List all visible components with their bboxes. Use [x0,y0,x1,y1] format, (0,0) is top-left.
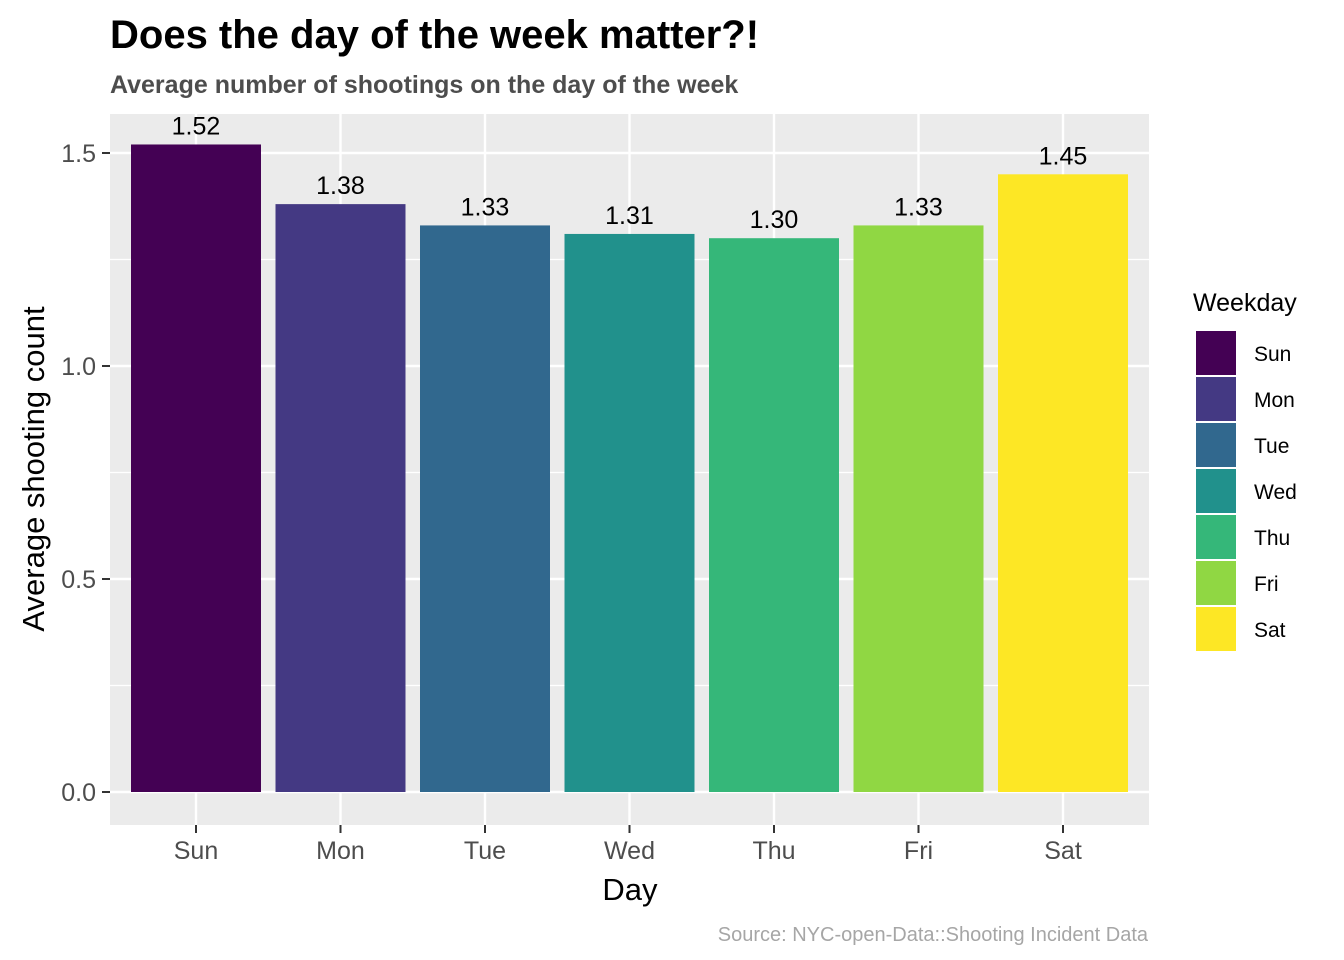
bar-value-label: 1.30 [750,206,799,234]
y-tick-label: 0.5 [61,566,96,594]
bar-value-labels: 1.52 1.38 1.33 1.31 1.30 1.33 1.45 [172,112,1088,234]
x-tick-label: Wed [604,837,655,865]
legend-label: Tue [1254,435,1289,458]
x-tick-label: Tue [464,837,506,865]
chart-title: Does the day of the week matter?! [110,13,759,57]
legend-key-fri [1194,559,1238,607]
x-tick-label: Mon [316,837,365,865]
x-tick-label: Sun [174,837,218,865]
legend-title: Weekday [1193,289,1297,317]
x-axis: Sun Mon Tue Wed Thu Fri Sat [174,825,1082,865]
y-axis-title: Average shooting count [16,306,51,632]
legend: Weekday Sun Mon Tue Wed Thu Fri Sat [1193,289,1297,653]
bar-wed [564,233,695,792]
y-tick-label: 0.0 [61,779,96,807]
chart-subtitle: Average number of shootings on the day o… [110,71,738,99]
bar-sat [998,174,1128,793]
bar-value-label: 1.31 [605,202,654,230]
legend-label: Wed [1254,481,1297,504]
legend-key-sat [1194,605,1238,653]
bar-value-label: 1.33 [894,193,943,221]
x-tick-label: Thu [752,837,795,865]
legend-label: Mon [1254,389,1295,412]
legend-key-thu [1194,513,1238,561]
bar-tue [420,225,550,793]
legend-label: Thu [1254,527,1290,550]
x-tick-label: Fri [904,837,933,865]
y-axis: 0.0 0.5 1.0 1.5 [61,140,110,807]
legend-label: Sat [1254,619,1286,642]
bar-sun [131,144,261,793]
y-tick-label: 1.0 [61,353,96,381]
x-axis-title: Day [602,872,658,907]
bar-thu [709,238,839,792]
bar-value-label: 1.45 [1039,142,1088,170]
legend-label: Fri [1254,573,1279,596]
bar-value-label: 1.52 [172,112,221,140]
x-tick-label: Sat [1044,837,1082,865]
bar-mon [275,204,406,792]
legend-key-tue [1194,421,1238,469]
chart-caption: Source: NYC-open-Data::Shooting Incident… [718,924,1149,946]
bar-value-label: 1.33 [461,193,510,221]
legend-label: Sun [1254,343,1291,366]
legend-key-wed [1194,467,1238,515]
legend-key-sun [1194,329,1238,377]
bar-fri [853,225,984,793]
legend-key-mon [1194,375,1238,423]
bars [131,144,1128,793]
y-tick-label: 1.5 [61,140,96,168]
bar-value-label: 1.38 [316,172,365,200]
